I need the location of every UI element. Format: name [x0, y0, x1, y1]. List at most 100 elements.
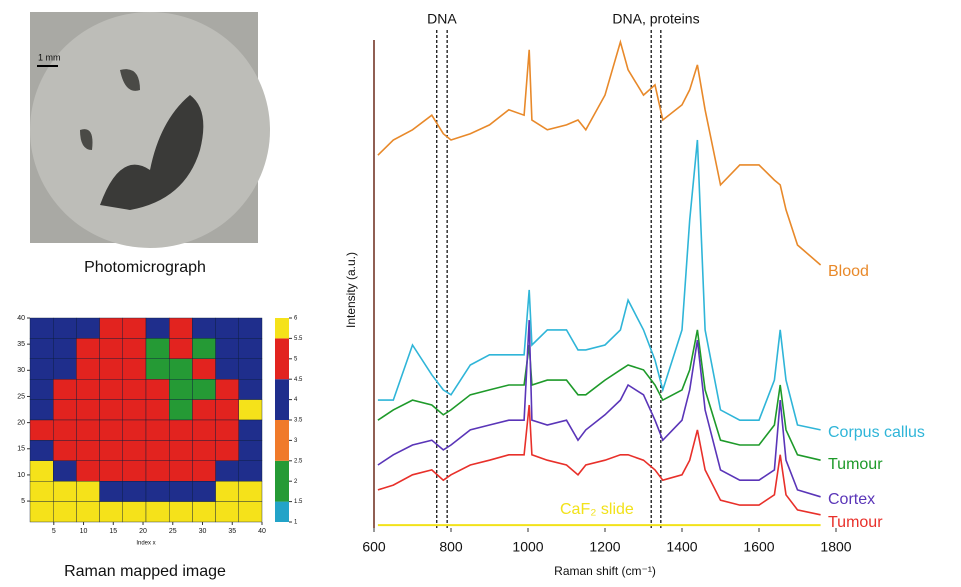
y-tick-label: 30: [17, 367, 25, 374]
series-label: Tumour: [828, 456, 883, 473]
heatmap-cell: [29, 440, 54, 461]
series-label: CaF₂ slide: [560, 501, 634, 518]
heatmap-cell: [53, 419, 77, 441]
spectrum-line: [377, 39, 822, 266]
heatmap-cell: [29, 501, 54, 523]
heatmap-x-label: Index x: [136, 541, 155, 547]
heatmap-cell: [122, 501, 147, 523]
colorbar-tick-label: 2: [294, 479, 298, 485]
heatmap-cell: [145, 419, 170, 441]
photo-sample: [30, 12, 270, 248]
heatmap-cell: [122, 399, 147, 421]
heatmap-cell: [53, 501, 77, 523]
heatmap-cell: [192, 338, 216, 359]
heatmap-cell: [192, 440, 216, 461]
heatmap-cell: [122, 338, 147, 359]
heatmap-cell: [168, 440, 193, 461]
heatmap-cell: [53, 399, 77, 421]
x-tick-label: 1800: [820, 539, 851, 555]
heatmap-cell: [99, 317, 123, 339]
y-axis-title: Intensity (a.u.): [344, 252, 358, 328]
x-tick-label: 600: [362, 539, 386, 555]
heatmap-cell: [215, 419, 240, 441]
heatmap-cell: [99, 440, 123, 461]
series-label: Cortex: [828, 491, 875, 508]
heatmap-cell: [168, 338, 193, 359]
heatmap-cell: [99, 419, 123, 441]
heatmap-cell: [192, 399, 216, 421]
colorbar-tick-label: 5: [294, 356, 298, 362]
heatmap-cell: [53, 379, 77, 400]
heatmap-cell: [215, 501, 240, 523]
heatmap-cell: [215, 399, 240, 421]
heatmap-cell: [238, 440, 263, 461]
heatmap-cell: [76, 481, 100, 502]
heatmap-cell: [122, 440, 147, 461]
series-label: Corpus callus: [828, 424, 925, 441]
heatmap-cell: [238, 399, 263, 421]
heatmap-cell: [99, 481, 123, 502]
spectrum-line: [377, 139, 821, 431]
spectrum-line: [377, 320, 821, 498]
heatmap-cell: [99, 379, 123, 400]
heatmap-cell: [145, 379, 170, 400]
x-tick-label: 5: [52, 528, 56, 535]
photo-tissue: [100, 95, 204, 210]
annotation-label: DNA: [427, 11, 457, 27]
heatmap-cell: [215, 481, 240, 502]
colorbar-band: [275, 338, 289, 380]
series-label: Tumour: [828, 514, 883, 531]
heatmap-cell: [192, 481, 216, 502]
heatmap-cell: [29, 358, 54, 380]
colorbar-tick-label: 2.5: [294, 458, 303, 464]
colorbar-band: [275, 420, 289, 461]
heatmap-cell: [29, 399, 54, 421]
heatmap-cell: [145, 317, 170, 339]
colorbar-band: [275, 318, 289, 339]
heatmap-cell: [76, 317, 100, 339]
x-tick-label: 35: [228, 528, 236, 535]
heatmap-cell: [145, 440, 170, 461]
colorbar-tick-label: 4.5: [294, 377, 303, 383]
heatmap-cell: [168, 501, 193, 523]
heatmap-cell: [238, 501, 263, 523]
heatmap-cell: [192, 379, 216, 400]
heatmap-cell: [99, 460, 123, 482]
heatmap-cell: [29, 481, 54, 502]
heatmap-cell: [238, 419, 263, 441]
heatmap-cell: [122, 419, 147, 441]
heatmap-cell: [192, 419, 216, 441]
x-axis-title: Raman shift (cm⁻¹): [554, 564, 656, 578]
heatmap-cell: [238, 481, 263, 502]
heatmap-cell: [76, 338, 100, 359]
heatmap-cell: [122, 481, 147, 502]
heatmap-cell: [215, 358, 240, 380]
x-tick-label: 20: [139, 528, 147, 535]
heatmap-cell: [76, 440, 100, 461]
heatmap-cell: [215, 379, 240, 400]
scale-bar-label: 1 mm: [38, 52, 61, 62]
heatmap-cell: [145, 501, 170, 523]
heatmap-cell: [76, 399, 100, 421]
heatmap-cell: [99, 501, 123, 523]
heatmap-cell: [29, 338, 54, 359]
x-tick-label: 800: [439, 539, 463, 555]
y-tick-label: 20: [17, 419, 25, 426]
heatmap-cell: [192, 501, 216, 523]
heatmap-cell: [238, 379, 263, 400]
heatmap-cell: [215, 338, 240, 359]
colorbar-tick-label: 4: [294, 397, 298, 403]
heatmap-cell: [215, 460, 240, 482]
heatmap-cell: [145, 358, 170, 380]
heatmap-cell: [29, 379, 54, 400]
spectrum-line: [377, 404, 821, 516]
colorbar-tick-label: 3.5: [294, 418, 303, 424]
colorbar-tick-label: 1.5: [294, 499, 303, 505]
heatmap-cell: [29, 419, 54, 441]
heatmap-cell: [192, 358, 216, 380]
heatmap-cell: [192, 460, 216, 482]
heatmap-cell: [145, 399, 170, 421]
heatmap-cell: [168, 317, 193, 339]
heatmap-cell: [145, 338, 170, 359]
